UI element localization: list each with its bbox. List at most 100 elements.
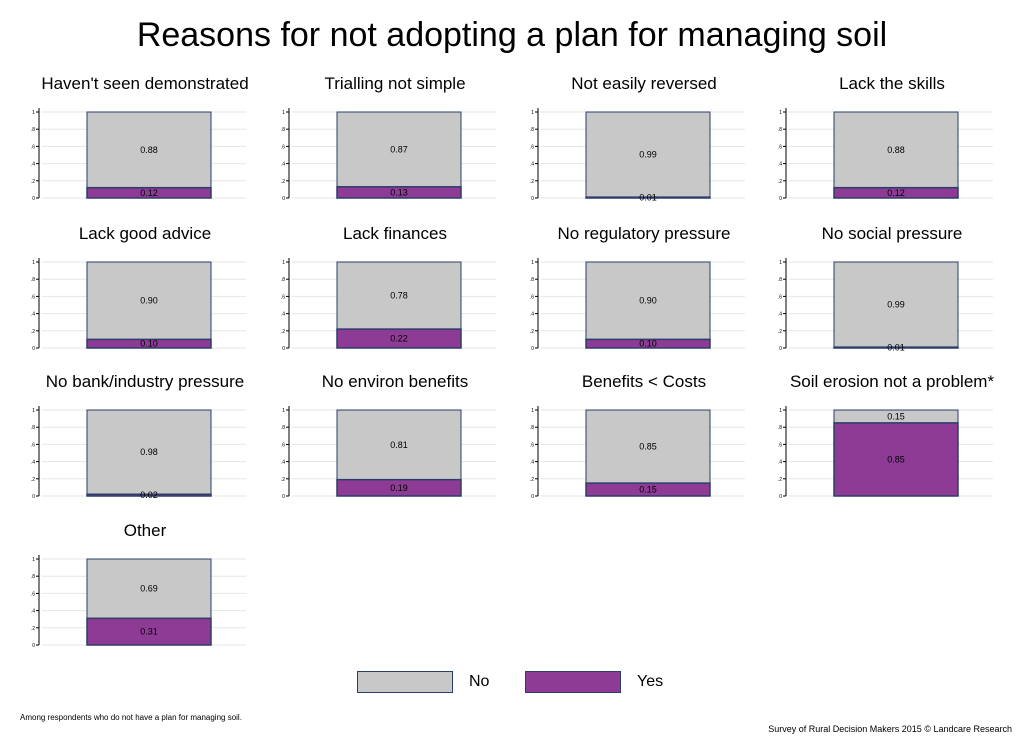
panel-13: Other 0 .2 .4 .6 .8 1 0.69 0.31: [20, 521, 270, 661]
source-credit: Survey of Rural Decision Makers 2015 © L…: [768, 724, 1012, 734]
panel-4: Lack the skills 0 .2 .4 .6 .8 1 0.88 0.12: [767, 74, 1017, 214]
panel-plot: 0 .2 .4 .6 .8 1 0.88 0.12: [778, 108, 993, 202]
y-tick-label: .4: [530, 312, 534, 318]
panel-11: Benefits < Costs 0 .2 .4 .6 .8 1 0.85 0.15: [519, 372, 769, 512]
y-tick-label: .2: [281, 179, 285, 185]
y-tick-label: .8: [530, 127, 534, 133]
y-tick-label: 1: [779, 110, 782, 116]
panel-plot: 0 .2 .4 .6 .8 1 0.88 0.12: [31, 108, 246, 202]
y-tick-label: .2: [31, 477, 35, 483]
bar-yes: [86, 617, 212, 646]
data-label-no: 0.90: [140, 296, 158, 306]
panel-plot: 0 .2 .4 .6 .8 1 0.85 0.15: [530, 406, 745, 500]
y-tick-label: .2: [530, 179, 534, 185]
y-tick-label: .8: [778, 277, 782, 283]
panel-10: No environ benefits 0 .2 .4 .6 .8 1 0.81 0.19: [270, 372, 520, 512]
y-tick-label: .6: [778, 294, 782, 300]
panel-title: Soil erosion not a problem*: [789, 372, 995, 391]
y-tick-label: .6: [778, 442, 782, 448]
data-label-yes: 0.12: [887, 188, 905, 198]
y-tick-label: .8: [31, 127, 35, 133]
y-tick-label: 0: [32, 643, 35, 649]
data-label-yes: 0.31: [140, 627, 158, 637]
y-tick-label: 1: [779, 408, 782, 414]
data-label-yes: 0.01: [639, 193, 657, 203]
legend-label-yes: Yes: [637, 673, 664, 690]
y-tick-label: .2: [31, 626, 35, 632]
panel-plot: 0 .2 .4 .6 .8 1 0.81 0.19: [281, 406, 496, 500]
data-label-no: 0.87: [390, 144, 408, 154]
panel-title: No bank/industry pressure: [45, 372, 245, 391]
data-label-yes: 0.13: [390, 187, 408, 197]
y-tick-label: .4: [31, 609, 35, 615]
y-tick-label: .2: [778, 477, 782, 483]
bar-no: [336, 111, 462, 188]
y-tick-label: .8: [778, 425, 782, 431]
y-tick-label: 0: [779, 196, 782, 202]
bar-yes: [86, 338, 212, 349]
y-tick-label: 1: [282, 408, 285, 414]
footnote: Among respondents who do not have a plan…: [20, 713, 242, 722]
bar-no: [585, 261, 711, 340]
panel-plot: 0 .2 .4 .6 .8 1 0.90 0.10: [31, 258, 246, 352]
y-tick-label: .2: [281, 329, 285, 335]
bar-no: [833, 111, 959, 189]
y-tick-label: 0: [282, 494, 285, 500]
y-tick-label: 0: [32, 196, 35, 202]
legend: No Yes: [357, 671, 697, 695]
y-tick-label: 1: [531, 260, 534, 266]
bar-no: [585, 409, 711, 484]
y-tick-label: .4: [281, 460, 285, 466]
panel-title: Benefits < Costs: [581, 372, 707, 391]
y-tick-label: .6: [281, 144, 285, 150]
y-tick-label: .2: [778, 179, 782, 185]
data-label-no: 0.99: [639, 150, 657, 160]
data-label-no: 0.98: [140, 447, 158, 457]
chart-title: Reasons for not adopting a plan for mana…: [136, 16, 888, 54]
data-label-yes: 0.19: [390, 483, 408, 493]
data-label-yes: 0.02: [140, 490, 158, 500]
bar-yes: [833, 346, 959, 349]
panel-title: Other: [123, 521, 167, 540]
panel-title: Lack finances: [343, 224, 447, 243]
y-tick-label: 1: [779, 260, 782, 266]
data-label-no: 0.88: [140, 145, 158, 155]
y-tick-label: .4: [281, 162, 285, 168]
y-tick-label: .8: [778, 127, 782, 133]
panel-plot: 0 .2 .4 .6 .8 1 0.15 0.85: [778, 406, 993, 500]
y-tick-label: .8: [281, 425, 285, 431]
panel-plot: 0 .2 .4 .6 .8 1 0.99 0.01: [530, 108, 745, 203]
y-tick-label: 1: [32, 408, 35, 414]
y-tick-label: 0: [779, 346, 782, 352]
data-label-no: 0.88: [887, 145, 905, 155]
panel-7: No regulatory pressure 0 .2 .4 .6 .8 1 0.90 0.10: [519, 224, 769, 364]
bar-yes: [336, 186, 462, 199]
panel-12: Soil erosion not a problem* 0 .2 .4 .6 .8 1 0.1…: [767, 372, 1017, 512]
y-tick-label: 1: [531, 408, 534, 414]
y-tick-label: .6: [31, 294, 35, 300]
panel-title: No environ benefits: [321, 372, 469, 391]
bar-no: [585, 111, 711, 198]
data-label-yes: 0.12: [140, 188, 158, 198]
panel-plot: 0 .2 .4 .6 .8 1 0.90 0.10: [530, 258, 745, 352]
y-tick-label: 0: [779, 494, 782, 500]
y-tick-label: .6: [778, 144, 782, 150]
panel-title: No regulatory pressure: [557, 224, 731, 243]
bar-yes: [833, 422, 959, 497]
y-tick-label: 1: [32, 260, 35, 266]
y-tick-label: .6: [530, 442, 534, 448]
y-tick-label: .8: [281, 277, 285, 283]
y-tick-label: 1: [32, 557, 35, 563]
data-label-no: 0.81: [390, 440, 408, 450]
y-tick-label: 0: [32, 346, 35, 352]
y-tick-label: .4: [778, 162, 782, 168]
data-label-yes: 0.01: [887, 343, 905, 353]
bar-no: [86, 409, 212, 495]
y-tick-label: 1: [282, 110, 285, 116]
y-tick-label: .2: [778, 329, 782, 335]
panel-title: Haven't seen demonstrated: [41, 74, 249, 93]
panel-3: Not easily reversed 0 .2 .4 .6 .8 1 0.99 0.01: [519, 74, 769, 214]
panel-title: Lack good advice: [78, 224, 212, 243]
panel-5: Lack good advice 0 .2 .4 .6 .8 1 0.90 0.10: [20, 224, 270, 364]
